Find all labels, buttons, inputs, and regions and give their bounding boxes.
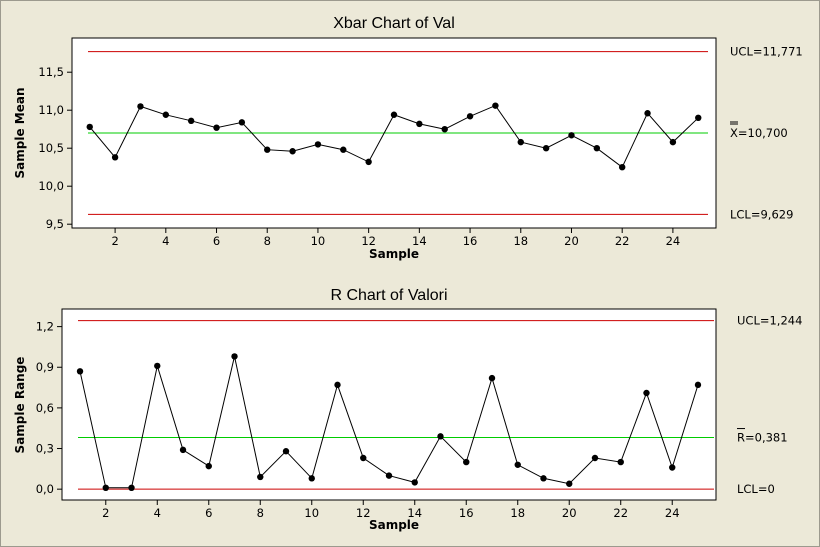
r-chart-title: R Chart of Valori xyxy=(330,287,447,304)
xbar-x-tick-label: 6 xyxy=(213,234,220,248)
r-y-tick-label: 0,3 xyxy=(36,442,54,456)
r-data-point xyxy=(437,433,444,440)
xbar-data-point xyxy=(137,103,144,110)
xbar-x-tick-label: 18 xyxy=(513,234,528,248)
xbar-x-axis-label: Sample xyxy=(369,247,419,261)
r-data-point xyxy=(76,368,84,375)
xbar-x-tick-label: 10 xyxy=(311,234,326,248)
xbar-data-point xyxy=(593,145,601,152)
xbar-data-point xyxy=(111,154,119,161)
xbar-data-point xyxy=(238,119,246,126)
xbar-x-tick-label: 12 xyxy=(361,234,376,248)
xbar-data-point xyxy=(695,114,702,122)
xbar-chart-title: Xbar Chart of Val xyxy=(333,15,455,32)
r-data-point xyxy=(694,381,702,389)
xbar-data-point xyxy=(213,124,220,131)
r-data-point xyxy=(669,464,676,471)
r-data-point xyxy=(205,462,212,470)
xbar-data-point xyxy=(340,146,347,153)
r-x-tick-label: 14 xyxy=(407,506,422,520)
r-data-point xyxy=(179,446,187,454)
r-data-point xyxy=(514,461,521,468)
r-lcl-label: LCL=0 xyxy=(737,482,775,496)
xbar-data-point xyxy=(644,110,651,117)
r-data-point xyxy=(231,353,238,360)
xbar-lcl-label: LCL=9,629 xyxy=(730,207,793,221)
r-y-tick-label: 1,2 xyxy=(36,320,54,334)
xbar-x-tick-label: 4 xyxy=(162,234,169,248)
r-data-point xyxy=(102,484,109,492)
xbar-x-tick-label: 24 xyxy=(666,234,681,248)
r-data-point xyxy=(411,479,418,486)
xbar-data-point xyxy=(264,146,271,153)
r-ucl-label: UCL=1,244 xyxy=(737,314,802,328)
r-data-point xyxy=(385,472,393,479)
r-data-point xyxy=(463,458,470,466)
r-x-tick-label: 10 xyxy=(304,506,319,520)
r-x-tick-label: 22 xyxy=(613,506,628,520)
r-x-axis-label: Sample xyxy=(369,518,419,532)
r-data-point xyxy=(566,480,573,487)
r-data-point xyxy=(488,374,496,382)
xbar-center-label: X=10,700 xyxy=(730,126,788,140)
xbar-x-tick-label: 20 xyxy=(564,234,579,248)
xbar-x-tick-label: 14 xyxy=(412,234,427,248)
xbar-data-point xyxy=(289,148,296,155)
xbar-x-tick-label: 22 xyxy=(615,234,630,248)
xbar-x-tick-label: 8 xyxy=(264,234,271,248)
xbar-data-point xyxy=(187,117,195,125)
xbar-y-tick-label: 11,5 xyxy=(38,65,64,79)
xbar-data-point xyxy=(390,111,398,118)
r-x-tick-label: 6 xyxy=(205,506,212,520)
xbar-y-tick-label: 10,0 xyxy=(38,179,64,193)
xbar-x-tick-label: 16 xyxy=(463,234,478,248)
xbar-data-point xyxy=(86,123,93,131)
r-center-label: R=0,381 xyxy=(737,431,788,445)
r-data-point xyxy=(257,473,264,481)
xbar-data-point xyxy=(669,138,677,146)
r-x-tick-label: 12 xyxy=(356,506,371,520)
r-x-tick-label: 8 xyxy=(257,506,264,520)
r-x-tick-label: 2 xyxy=(102,506,109,520)
r-plot-area xyxy=(61,308,717,501)
r-data-point xyxy=(308,475,315,482)
xbar-data-point xyxy=(568,132,575,139)
xbar-data-point xyxy=(492,102,499,109)
r-data-point xyxy=(334,381,341,389)
r-data-point xyxy=(591,454,599,462)
r-y-axis-label: Sample Range xyxy=(13,357,27,454)
r-x-tick-label: 20 xyxy=(562,506,577,520)
xbar-data-point xyxy=(618,164,626,171)
r-data-point xyxy=(360,454,367,462)
xbar-y-tick-label: 10,5 xyxy=(38,141,64,155)
xbar-data-point xyxy=(365,158,372,166)
xbar-x-tick-label: 2 xyxy=(111,234,118,248)
r-x-tick-label: 16 xyxy=(459,506,474,520)
r-x-tick-label: 18 xyxy=(510,506,525,520)
r-data-point xyxy=(540,475,547,482)
xbar-ucl-label: UCL=11,771 xyxy=(730,45,803,59)
r-data-point xyxy=(617,458,624,466)
xbar-data-point xyxy=(542,145,550,152)
xbar-y-tick-label: 9,5 xyxy=(46,217,64,231)
r-data-point xyxy=(282,448,290,455)
xbar-y-axis-label: Sample Mean xyxy=(13,88,27,179)
r-data-point xyxy=(154,362,161,370)
r-x-tick-label: 24 xyxy=(665,506,680,520)
r-data-point xyxy=(643,389,650,397)
xbar-data-point xyxy=(517,138,524,146)
xbar-data-point xyxy=(441,126,448,133)
r-y-tick-label: 0,6 xyxy=(36,401,54,415)
xbar-data-point xyxy=(314,141,322,148)
r-x-tick-label: 4 xyxy=(154,506,161,520)
xbar-data-point xyxy=(466,113,474,120)
r-y-tick-label: 0,0 xyxy=(36,482,54,496)
xbar-data-point xyxy=(416,120,423,128)
xbar-data-point xyxy=(162,111,170,118)
r-y-tick-label: 0,9 xyxy=(36,360,54,374)
r-data-point xyxy=(128,484,135,492)
xbar-y-tick-label: 11,0 xyxy=(38,103,64,117)
